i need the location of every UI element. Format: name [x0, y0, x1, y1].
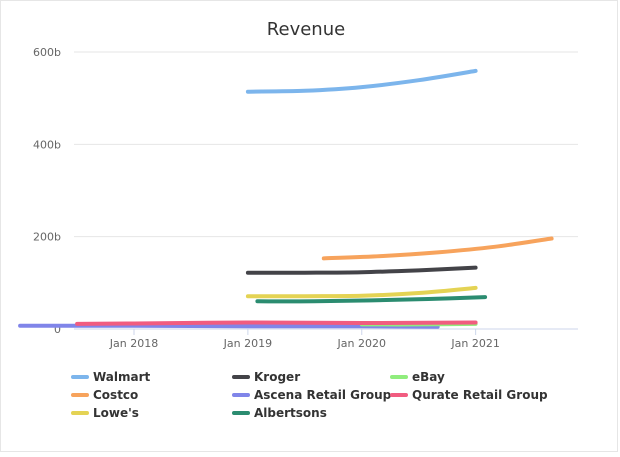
legend-label: Costco	[93, 388, 138, 402]
legend-label: Ascena Retail Group	[254, 388, 392, 402]
legend-label: Lowe's	[93, 406, 139, 420]
x-tick-label: Jan 2018	[109, 337, 158, 350]
chart-title: Revenue	[267, 19, 345, 40]
series-line-costco	[321, 236, 554, 261]
y-axis-ticks: 0 200b 400b 600b	[33, 46, 61, 336]
x-axis-ticks: Jan 2018 Jan 2019 Jan 2020 Jan 2021	[109, 329, 500, 350]
series-line-walmart	[245, 68, 478, 94]
grid-lines	[74, 51, 578, 330]
x-tick-label: Jan 2019	[223, 337, 272, 350]
y-tick-label: 400b	[33, 138, 61, 151]
y-tick-label: 0	[54, 323, 61, 336]
legend: Walmart Costco Lowe's Kroger Ascena Retail G…	[71, 370, 548, 420]
series-lines	[18, 68, 554, 329]
legend-label: Albertsons	[254, 406, 327, 420]
x-tick-label: Jan 2021	[450, 337, 499, 350]
y-tick-label: 600b	[33, 46, 61, 59]
legend-label: eBay	[412, 370, 445, 384]
series-line-qurate-retail-group	[75, 320, 478, 326]
x-tick-label: Jan 2020	[337, 337, 386, 350]
legend-label: Kroger	[254, 370, 300, 384]
y-tick-label: 200b	[33, 231, 61, 244]
series-line-albertsons	[255, 295, 488, 304]
legend-label: Qurate Retail Group	[412, 388, 548, 402]
series-line-lowe-s	[245, 285, 478, 299]
legend-label: Walmart	[93, 370, 151, 384]
series-line-kroger	[245, 265, 478, 275]
